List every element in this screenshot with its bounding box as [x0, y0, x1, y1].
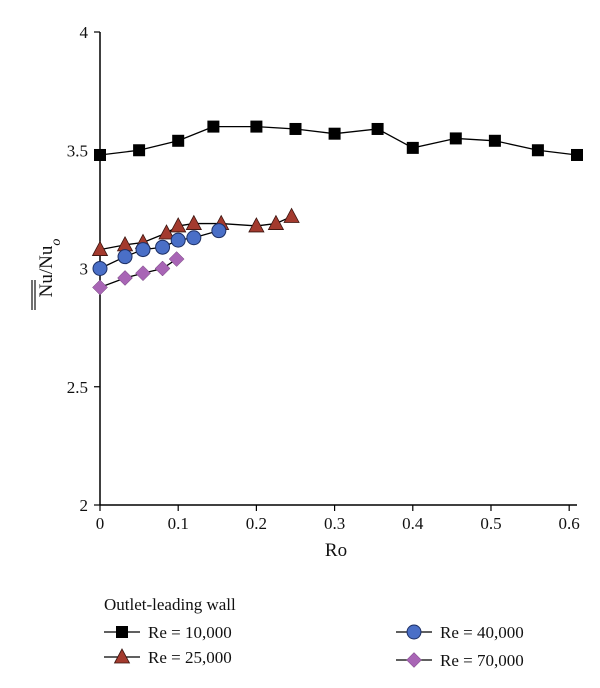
data-point-circle — [170, 232, 186, 248]
data-point-circle — [92, 261, 108, 276]
x-tick-label: 0.6 — [559, 514, 580, 533]
x-tick-label: 0.1 — [168, 514, 189, 533]
data-point-triangle — [248, 217, 265, 233]
y-tick-label: 3.5 — [67, 141, 88, 160]
y-tick-label: 2 — [80, 496, 89, 515]
legend-marker-diamond — [406, 652, 422, 668]
data-point-square — [531, 144, 544, 157]
data-point-circle — [211, 223, 227, 239]
legend-label: Re = 70,000 — [440, 651, 524, 670]
data-point-triangle — [91, 240, 109, 256]
data-point-square — [250, 120, 263, 133]
data-point-triangle — [283, 207, 300, 223]
y-axis-title: Nu/Nuo — [31, 239, 64, 310]
data-point-circle — [117, 249, 133, 265]
legend-label: Re = 10,000 — [148, 623, 232, 642]
x-tick-label: 0.4 — [402, 514, 424, 533]
data-point-square — [207, 120, 220, 133]
data-point-triangle — [170, 217, 187, 233]
series-layer — [91, 120, 583, 296]
data-point-square — [328, 127, 341, 140]
data-point-diamond — [168, 251, 185, 267]
data-point-square — [94, 148, 106, 161]
y-ticks: 2 2.5 3 3.5 4 — [67, 23, 100, 515]
series-circle — [92, 223, 227, 276]
data-point-square — [571, 148, 583, 161]
data-point-diamond — [154, 260, 171, 277]
plot-area: 0 0.1 0.2 0.3 0.4 0.5 0.6 2 2.5 3 3.5 4 — [67, 23, 583, 533]
data-point-diamond — [92, 279, 108, 296]
y-axis-title-subscript: o — [49, 239, 64, 246]
data-point-circle — [155, 239, 171, 255]
legend-title: Outlet-leading wall — [104, 595, 236, 614]
data-point-square — [133, 144, 146, 157]
legend-marker-triangle — [113, 648, 131, 664]
data-point-square — [371, 122, 384, 135]
y-axis-title-main: Nu/Nu — [36, 245, 57, 297]
data-point-triangle — [185, 214, 203, 230]
series-line — [99, 215, 292, 251]
legend-item: Re = 25,000 — [104, 648, 232, 667]
legend: Outlet-leading wall Re = 10,000 Re = 25,0… — [104, 595, 524, 670]
data-point-circle — [135, 242, 151, 258]
legend-item: Re = 40,000 — [396, 623, 524, 642]
data-point-square — [406, 141, 419, 154]
svg-text:Nu/Nuo: Nu/Nuo — [36, 239, 64, 298]
y-tick-label: 3 — [80, 260, 89, 279]
data-point-square — [488, 134, 501, 147]
x-ticks: 0 0.1 0.2 0.3 0.4 0.5 0.6 — [96, 505, 580, 533]
data-point-circle — [186, 230, 202, 246]
data-point-triangle — [267, 214, 285, 230]
y-tick-label: 4 — [80, 23, 89, 42]
x-tick-label: 0 — [96, 514, 105, 533]
x-axis-title: Ro — [325, 540, 347, 561]
x-tick-label: 0.3 — [324, 514, 345, 533]
legend-marker-square — [116, 626, 128, 638]
legend-label: Re = 25,000 — [148, 648, 232, 667]
data-point-square — [289, 122, 302, 135]
legend-item: Re = 70,000 — [396, 651, 524, 670]
y-tick-label: 2.5 — [67, 378, 88, 397]
legend-marker-circle — [406, 624, 422, 640]
legend-items: Re = 10,000 Re = 25,000 Re = 40,000 Re = 70… — [104, 623, 524, 670]
x-tick-label: 0.5 — [480, 514, 501, 533]
data-point-square — [449, 132, 462, 145]
series-diamond — [92, 251, 185, 296]
data-point-square — [172, 134, 185, 147]
x-tick-label: 0.2 — [246, 514, 267, 533]
series-triangle — [91, 207, 300, 256]
legend-item: Re = 10,000 — [104, 623, 232, 642]
data-point-diamond — [117, 270, 133, 286]
legend-label: Re = 40,000 — [440, 623, 524, 642]
data-point-diamond — [135, 265, 151, 282]
series-square — [94, 120, 583, 161]
